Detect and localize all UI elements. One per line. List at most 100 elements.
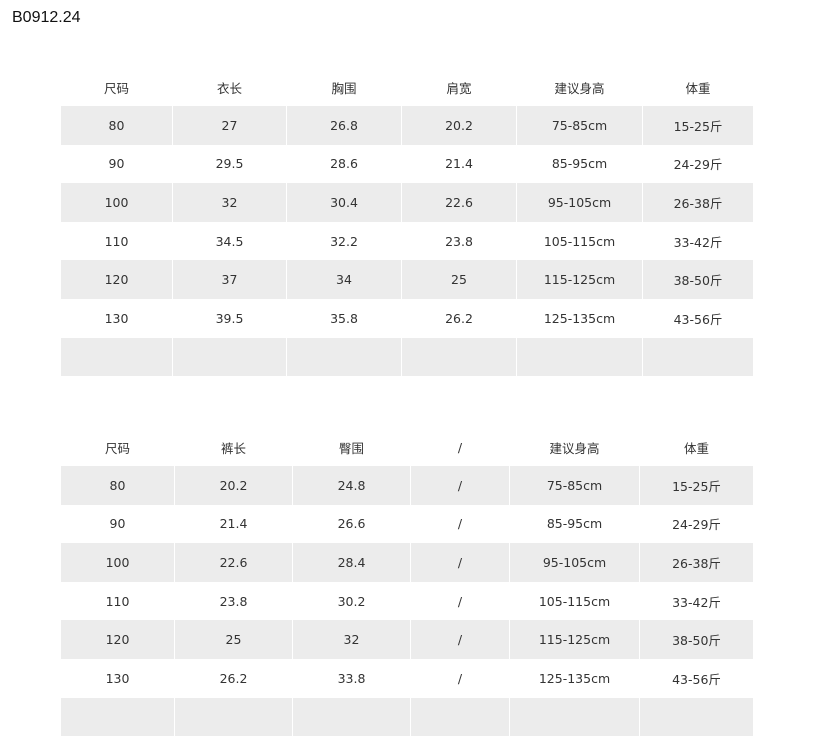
- table-cell: 22.6: [175, 543, 292, 582]
- table-cell: 110: [105, 593, 130, 609]
- table-cell: 90: [109, 516, 126, 532]
- table-cell: 28.4: [293, 543, 410, 582]
- table-cell: /: [457, 516, 463, 532]
- table-cell: 100: [61, 543, 174, 582]
- table-cell: /: [457, 670, 463, 686]
- table-cell: 32: [293, 620, 410, 659]
- table-cell: 32: [173, 183, 286, 222]
- column-header: 建议身高: [554, 80, 605, 96]
- column-header: 建议身高: [549, 440, 600, 456]
- table-cell: 125-135cm: [543, 310, 616, 326]
- table-cell: 105-115cm: [538, 593, 611, 609]
- table-cell: 21.4: [445, 156, 473, 172]
- header-row: 尺码 裤长 臀围 / 建议身高 体重: [61, 428, 753, 466]
- table-row: 130 26.2 33.8 / 125-135cm 43-56斤: [61, 659, 753, 698]
- table-row: 100 32 30.4 22.6 95-105cm 26-38斤: [61, 183, 753, 222]
- table-cell: [287, 337, 401, 377]
- table-row: 130 39.5 35.8 26.2 125-135cm 43-56斤: [61, 299, 753, 338]
- table-row: [61, 697, 753, 737]
- table-row: 90 21.4 26.6 / 85-95cm 24-29斤: [61, 505, 753, 544]
- table-row: 110 34.5 32.2 23.8 105-115cm 33-42斤: [61, 222, 753, 261]
- table-cell: 75-85cm: [510, 466, 639, 505]
- table-cell: [640, 697, 753, 737]
- table-cell: 43-56斤: [672, 671, 721, 687]
- table-cell: 24.8: [293, 466, 410, 505]
- table-cell: /: [411, 620, 509, 659]
- table-cell: 35.8: [330, 310, 358, 326]
- table-cell: 120: [61, 620, 174, 659]
- table-cell: 26.2: [445, 310, 473, 326]
- table-cell: 32.2: [330, 233, 358, 249]
- table-cell: 34.5: [215, 233, 244, 249]
- table-cell: 27: [173, 106, 286, 145]
- table-cell: 90: [108, 156, 125, 172]
- top-size-table: 尺码 衣长 胸围 肩宽 建议身高 体重 80 27 26.8 20.2 75-85cm 15-25斤…: [60, 68, 754, 377]
- table-cell: [411, 697, 509, 737]
- table-cell: 80: [61, 106, 172, 145]
- column-header: 胸围: [331, 80, 357, 96]
- table-cell: 30.2: [337, 593, 366, 609]
- column-header: 衣长: [216, 80, 242, 96]
- header-row: 尺码 衣长 胸围 肩宽 建议身高 体重: [61, 68, 753, 106]
- table-cell: 100: [61, 183, 172, 222]
- table-row: 90 29.5 28.6 21.4 85-95cm 24-29斤: [61, 145, 753, 184]
- table-cell: [402, 337, 516, 377]
- pants-size-table: 尺码 裤长 臀围 / 建议身高 体重 80 20.2 24.8/75-85cm 15-25斤 90…: [60, 428, 754, 737]
- column-header: 肩宽: [446, 80, 472, 96]
- table-cell: 115-125cm: [510, 620, 639, 659]
- table-cell: [61, 337, 172, 377]
- table-row: 100 22.6 28.4/95-105cm 26-38斤: [61, 543, 753, 582]
- table-cell: [293, 697, 410, 737]
- table-cell: 28.6: [330, 156, 358, 172]
- table-cell: 43-56斤: [673, 311, 723, 327]
- table-cell: 22.6: [402, 183, 516, 222]
- table-cell: 95-105cm: [517, 183, 642, 222]
- table-cell: 38-50斤: [640, 620, 753, 659]
- table-cell: 25: [402, 260, 516, 299]
- table-cell: 75-85cm: [517, 106, 642, 145]
- table-cell: 130: [104, 310, 129, 326]
- table-cell: [175, 697, 292, 737]
- table-cell: 39.5: [215, 310, 244, 326]
- table-cell: 15-25斤: [640, 466, 753, 505]
- column-header: 臀围: [338, 440, 364, 456]
- table-cell: /: [411, 466, 509, 505]
- table-cell: [173, 337, 286, 377]
- table-cell: 130: [105, 670, 130, 686]
- table-cell: 33-42斤: [673, 234, 723, 250]
- table-row: 80 20.2 24.8/75-85cm 15-25斤: [61, 466, 753, 505]
- column-header: 体重: [685, 80, 711, 96]
- table-row: [61, 337, 753, 377]
- table-row: 120 37 34 25 115-125cm 38-50斤: [61, 260, 753, 299]
- column-header: 体重: [683, 440, 709, 456]
- table-cell: [643, 337, 753, 377]
- table-cell: 95-105cm: [510, 543, 639, 582]
- product-code: B0912.24: [12, 9, 81, 26]
- column-header: 裤长: [220, 440, 246, 456]
- table-cell: [510, 697, 639, 737]
- table-row: 120 25 32/115-125cm 38-50斤: [61, 620, 753, 659]
- table-cell: 85-95cm: [551, 156, 608, 172]
- table-cell: 38-50斤: [643, 260, 753, 299]
- table-cell: 20.2: [175, 466, 292, 505]
- table-cell: 26-38斤: [643, 183, 753, 222]
- table-cell: 110: [104, 233, 129, 249]
- table-cell: /: [457, 593, 463, 609]
- table-cell: 125-135cm: [538, 670, 611, 686]
- table-cell: 105-115cm: [543, 233, 616, 249]
- table-cell: 26-38斤: [640, 543, 753, 582]
- table-cell: 37: [173, 260, 286, 299]
- column-header: /: [457, 439, 463, 455]
- table-cell: 120: [61, 260, 172, 299]
- table-row: 80 27 26.8 20.2 75-85cm 15-25斤: [61, 106, 753, 145]
- table-cell: 33.8: [337, 670, 366, 686]
- table-cell: 15-25斤: [643, 106, 753, 145]
- table-row: 110 23.8 30.2 / 105-115cm 33-42斤: [61, 582, 753, 621]
- table-cell: 29.5: [215, 156, 244, 172]
- table-cell: 26.2: [219, 670, 248, 686]
- table-cell: 80: [61, 466, 174, 505]
- table-cell: 33-42斤: [672, 594, 721, 610]
- table-cell: 26.8: [287, 106, 401, 145]
- table-cell: [61, 697, 174, 737]
- table-cell: 24-29斤: [672, 517, 721, 533]
